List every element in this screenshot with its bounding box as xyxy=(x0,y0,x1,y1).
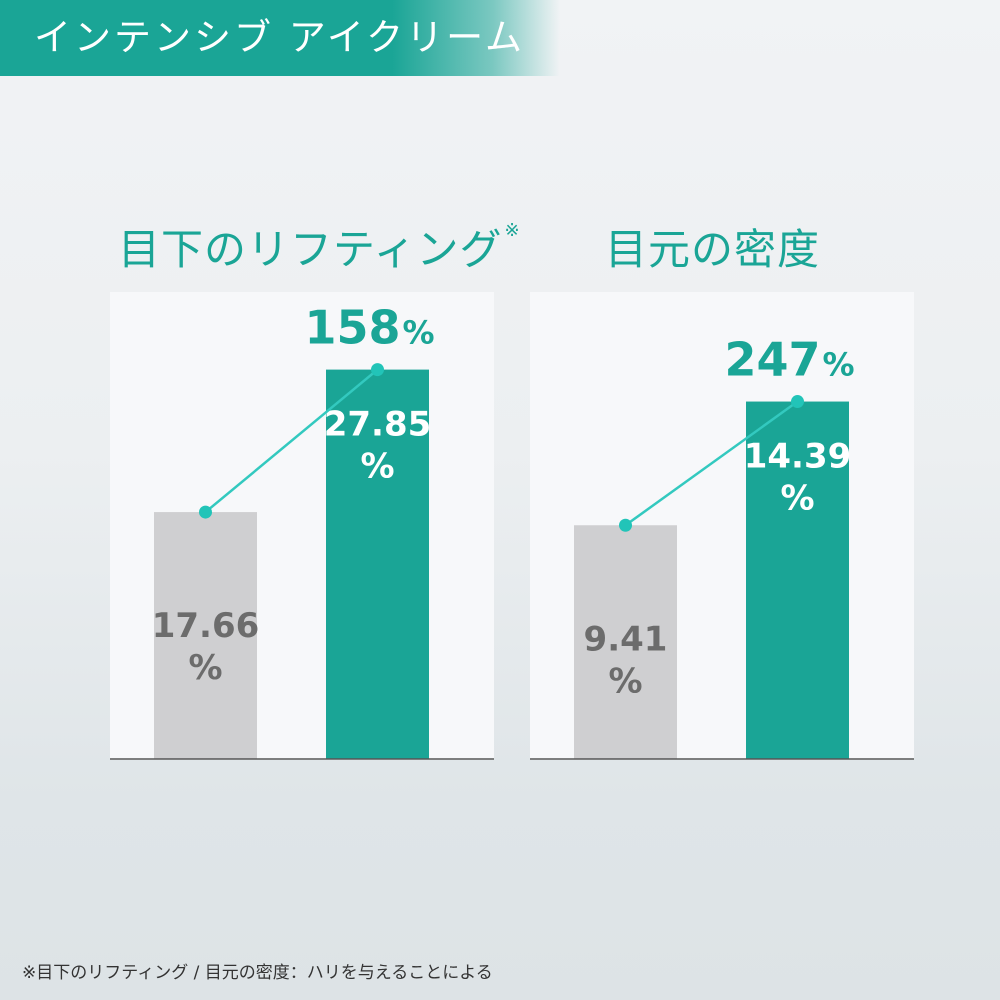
chart-panel-lifting: 17.66% 27.85% 158% xyxy=(110,292,494,760)
page-title: インテンシブ アイクリーム xyxy=(34,16,526,59)
bar-value-label: 17.66 xyxy=(152,606,260,646)
chart-lifting: 17.66%27.85%158% xyxy=(110,301,494,760)
chart-density: 9.41%14.39%247% xyxy=(530,333,914,760)
trend-point xyxy=(791,395,804,409)
header-banner: インテンシブ アイクリーム xyxy=(0,0,560,76)
chart-title-footnote-mark: ※ xyxy=(504,220,521,241)
bar-after xyxy=(326,369,429,759)
trend-point xyxy=(619,518,632,532)
increase-annotation: 247% xyxy=(724,333,854,387)
bar-value-label: % xyxy=(188,648,222,688)
bar-value-label: 27.85 xyxy=(324,405,432,445)
chart-title-lifting-text: 目下のリフティング xyxy=(118,225,503,274)
bar-before xyxy=(154,512,257,759)
bar-value-label: % xyxy=(780,479,814,519)
chart-panel-density: 9.41% 14.39% 247% xyxy=(530,292,914,760)
bar-after xyxy=(746,401,849,759)
chart-title-density: 目元の密度 xyxy=(605,222,820,278)
trend-line xyxy=(204,368,379,514)
bar-value-label: % xyxy=(360,447,394,487)
bar-before xyxy=(574,525,677,759)
trend-point xyxy=(199,505,212,519)
footnote: ※目下のリフティング / 目元の密度：ハリを与えることによる xyxy=(22,963,493,983)
bar-value-label: % xyxy=(608,661,642,701)
trend-line xyxy=(624,400,799,527)
bar-value-label: 9.41 xyxy=(584,619,668,659)
increase-annotation: 158% xyxy=(304,301,434,355)
bar-value-label: 14.39 xyxy=(744,437,852,477)
chart-title-lifting: 目下のリフティング ※ xyxy=(118,220,521,287)
chart-title-density-text: 目元の密度 xyxy=(605,225,821,274)
trend-point xyxy=(371,363,384,377)
